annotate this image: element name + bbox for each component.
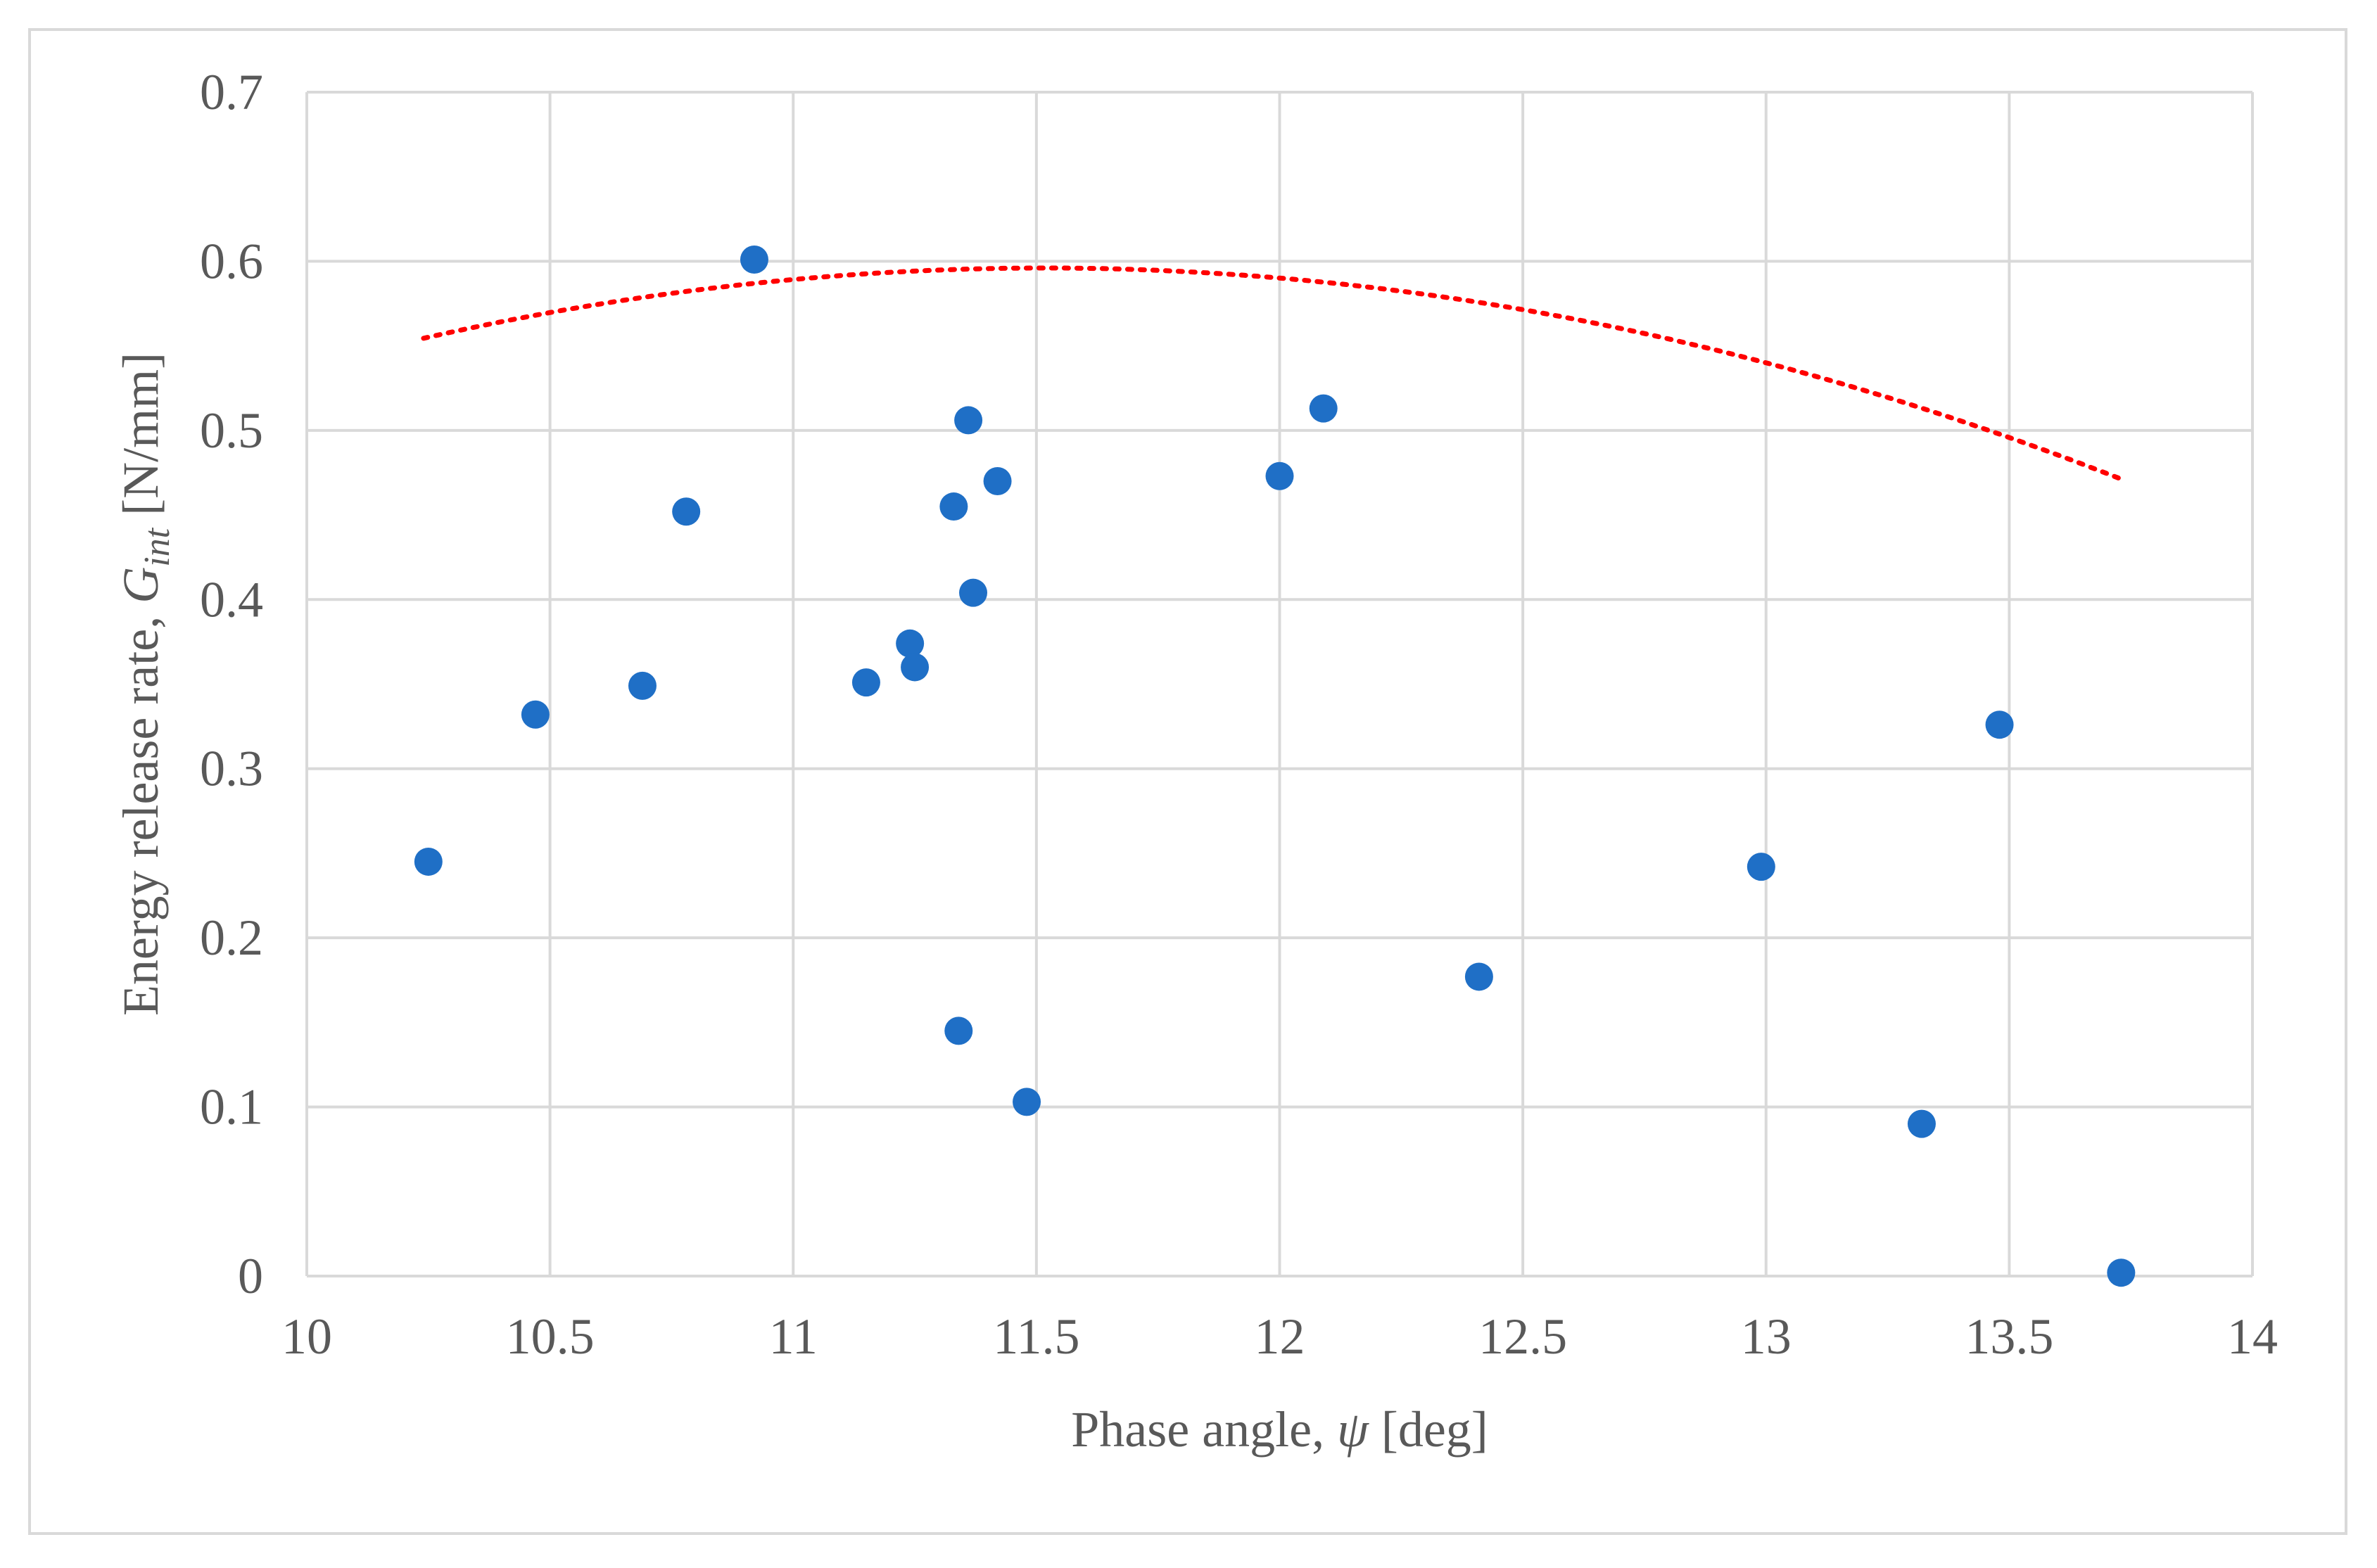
y-tick-label: 0.2 (200, 910, 263, 966)
data-point (521, 700, 550, 729)
data-point (954, 406, 983, 435)
x-axis-title: Phase angle, ψ [deg] (1071, 1401, 1488, 1458)
y-axis-title: Energy release rate, Gint [N/mm] (113, 352, 177, 1016)
data-point (628, 671, 657, 700)
data-point (983, 466, 1012, 495)
scatter-chart: 10 10.5 11 11.5 12 12.5 13 13.5 14 0 0.1 0.2 0.3 0.4… (113, 64, 2278, 1458)
g-symbol: G (113, 567, 169, 604)
x-tick-label: 13 (1741, 1308, 1792, 1365)
chart-frame: 10 10.5 11 11.5 12 12.5 13 13.5 14 0 0.1 0.2 0.3 0.4… (28, 28, 2347, 1535)
data-point (1747, 853, 1775, 881)
x-tick-label: 11 (769, 1308, 818, 1365)
data-point (1309, 394, 1338, 423)
data-point (896, 629, 925, 658)
x-tick-label: 13.5 (1965, 1308, 2053, 1365)
data-point (740, 246, 768, 274)
data-point (1265, 461, 1294, 490)
data-point (2107, 1258, 2136, 1287)
y-tick-label: 0.5 (200, 402, 263, 459)
x-axis-title-text: Phase angle, (1071, 1401, 1337, 1458)
x-tick-label: 10 (281, 1308, 332, 1365)
g-subscript: int (137, 527, 177, 566)
x-tick-label: 14 (2227, 1308, 2278, 1365)
y-tick-label: 0.3 (200, 741, 263, 797)
x-gridlines (305, 92, 2254, 1276)
x-tick-label: 12 (1255, 1308, 1305, 1365)
data-point (959, 578, 988, 607)
data-point (672, 497, 701, 526)
data-point (944, 1016, 973, 1045)
y-gridlines (307, 91, 2252, 1277)
data-point (1464, 962, 1493, 991)
data-point (414, 847, 443, 876)
data-point (851, 668, 880, 697)
data-point (1907, 1109, 1936, 1138)
data-points (414, 246, 2136, 1287)
y-tick-label: 0.1 (200, 1079, 263, 1135)
y-tick-label: 0 (238, 1248, 263, 1304)
y-tick-labels: 0 0.1 0.2 0.3 0.4 0.5 0.6 0.7 (200, 64, 263, 1304)
y-tick-label: 0.6 (200, 233, 263, 289)
x-tick-label: 12.5 (1478, 1308, 1567, 1365)
polynomial-trendline (421, 265, 2124, 482)
data-point (1985, 710, 2014, 739)
y-axis-unit: [N/mm] (113, 352, 169, 528)
x-tick-label: 11.5 (993, 1308, 1079, 1365)
x-tick-labels: 10 10.5 11 11.5 12 12.5 13 13.5 14 (281, 1308, 2278, 1365)
y-tick-label: 0.7 (200, 64, 263, 120)
y-tick-label: 0.4 (200, 571, 263, 627)
x-axis-unit: [deg] (1369, 1401, 1488, 1458)
trendline (421, 265, 2124, 482)
data-point (939, 492, 968, 521)
data-point (901, 653, 930, 682)
psi-symbol: ψ (1337, 1401, 1369, 1458)
data-point (1013, 1088, 1041, 1116)
y-axis-title-text: Energy release rate, (113, 604, 169, 1016)
x-tick-label: 10.5 (506, 1308, 595, 1365)
